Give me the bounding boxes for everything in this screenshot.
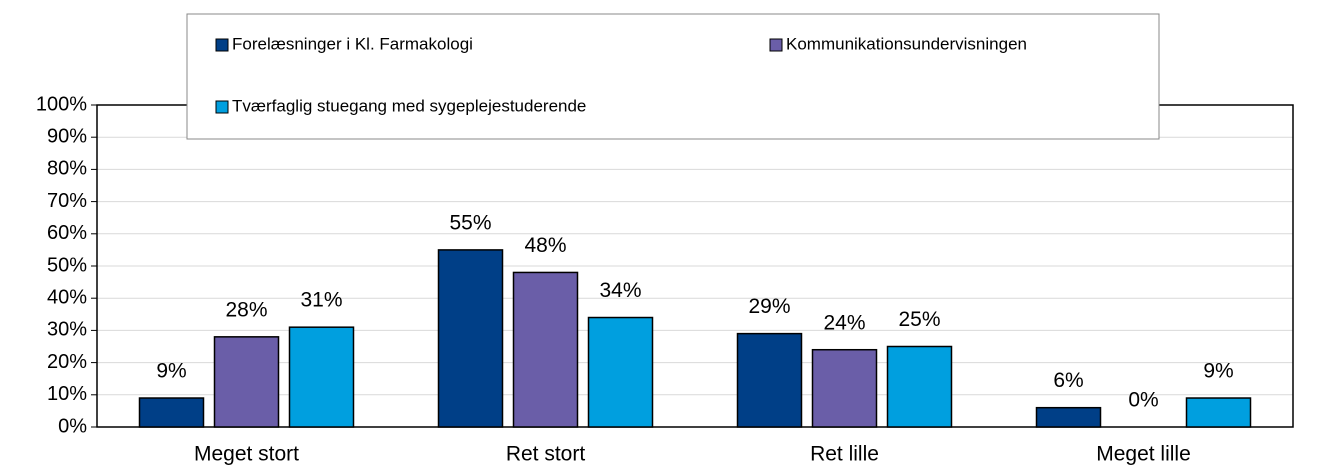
data-label: 28% — [225, 298, 267, 321]
y-tick-label: 80% — [47, 158, 87, 180]
data-label: 24% — [823, 311, 865, 334]
y-tick-label: 20% — [47, 351, 87, 373]
data-label: 9% — [1203, 360, 1233, 383]
bar — [437, 249, 504, 428]
y-tick-label: 70% — [47, 190, 87, 212]
x-tick-label: Meget stort — [194, 443, 299, 466]
data-label: 48% — [524, 234, 566, 257]
y-tick-label: 40% — [47, 286, 87, 308]
x-tick-label: Ret stort — [506, 443, 586, 466]
y-tick-label: 30% — [47, 319, 87, 341]
y-tick-label: 100% — [36, 93, 87, 115]
data-label: 9% — [156, 360, 186, 383]
data-label: 34% — [599, 279, 641, 302]
bar — [213, 336, 280, 428]
legend-label: Forelæsninger i Kl. Farmakologi — [232, 34, 473, 53]
y-tick-label: 10% — [47, 383, 87, 405]
data-label: 25% — [898, 308, 940, 331]
bar — [736, 332, 803, 428]
y-tick-label: 60% — [47, 222, 87, 244]
y-tick-label: 0% — [58, 415, 87, 437]
bar — [1035, 406, 1102, 428]
legend-label: Kommunikationsundervisningen — [786, 34, 1027, 53]
legend-swatch — [769, 38, 783, 52]
data-label: 55% — [449, 211, 491, 234]
bar — [811, 348, 878, 428]
legend-label: Tværfaglig stuegang med sygeplejestudere… — [232, 96, 586, 115]
bar — [512, 271, 579, 428]
bar — [886, 345, 953, 428]
bar — [587, 316, 654, 428]
data-label: 31% — [300, 289, 342, 312]
x-tick-label: Ret lille — [810, 443, 879, 466]
y-tick-label: 90% — [47, 125, 87, 147]
data-label: 6% — [1053, 369, 1083, 392]
bar — [288, 326, 355, 428]
x-tick-label: Meget lille — [1096, 443, 1191, 466]
y-tick-label: 50% — [47, 254, 87, 276]
data-label: 0% — [1128, 389, 1158, 412]
bar — [1185, 397, 1252, 428]
legend-swatch — [215, 100, 229, 114]
bar — [138, 397, 205, 428]
legend-swatch — [215, 38, 229, 52]
data-label: 29% — [748, 295, 790, 318]
legend-box — [186, 13, 1160, 140]
